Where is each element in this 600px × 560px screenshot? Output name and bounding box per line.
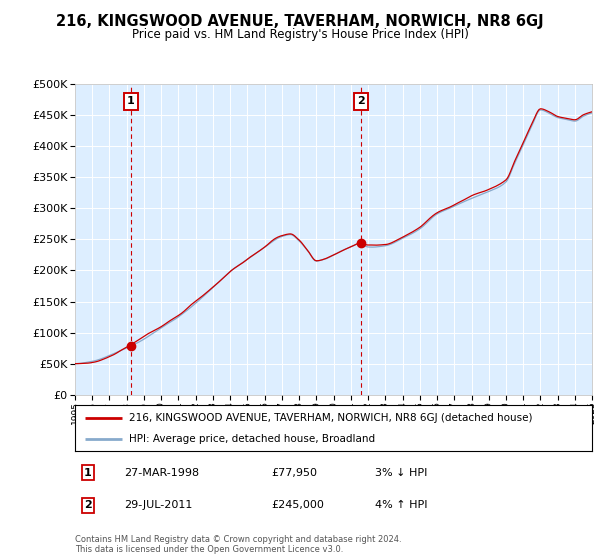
- Text: 1: 1: [84, 468, 92, 478]
- Text: Price paid vs. HM Land Registry's House Price Index (HPI): Price paid vs. HM Land Registry's House …: [131, 28, 469, 41]
- Text: £77,950: £77,950: [272, 468, 317, 478]
- Text: 3% ↓ HPI: 3% ↓ HPI: [375, 468, 427, 478]
- Text: 27-MAR-1998: 27-MAR-1998: [124, 468, 199, 478]
- Text: 29-JUL-2011: 29-JUL-2011: [124, 500, 193, 510]
- Text: £245,000: £245,000: [272, 500, 325, 510]
- Text: 2: 2: [357, 96, 365, 106]
- Text: Contains HM Land Registry data © Crown copyright and database right 2024.
This d: Contains HM Land Registry data © Crown c…: [75, 535, 401, 554]
- Text: 216, KINGSWOOD AVENUE, TAVERHAM, NORWICH, NR8 6GJ (detached house): 216, KINGSWOOD AVENUE, TAVERHAM, NORWICH…: [130, 413, 533, 423]
- Text: 216, KINGSWOOD AVENUE, TAVERHAM, NORWICH, NR8 6GJ: 216, KINGSWOOD AVENUE, TAVERHAM, NORWICH…: [56, 14, 544, 29]
- Text: HPI: Average price, detached house, Broadland: HPI: Average price, detached house, Broa…: [130, 435, 376, 444]
- Text: 4% ↑ HPI: 4% ↑ HPI: [375, 500, 427, 510]
- Text: 1: 1: [127, 96, 134, 106]
- Text: 2: 2: [84, 500, 92, 510]
